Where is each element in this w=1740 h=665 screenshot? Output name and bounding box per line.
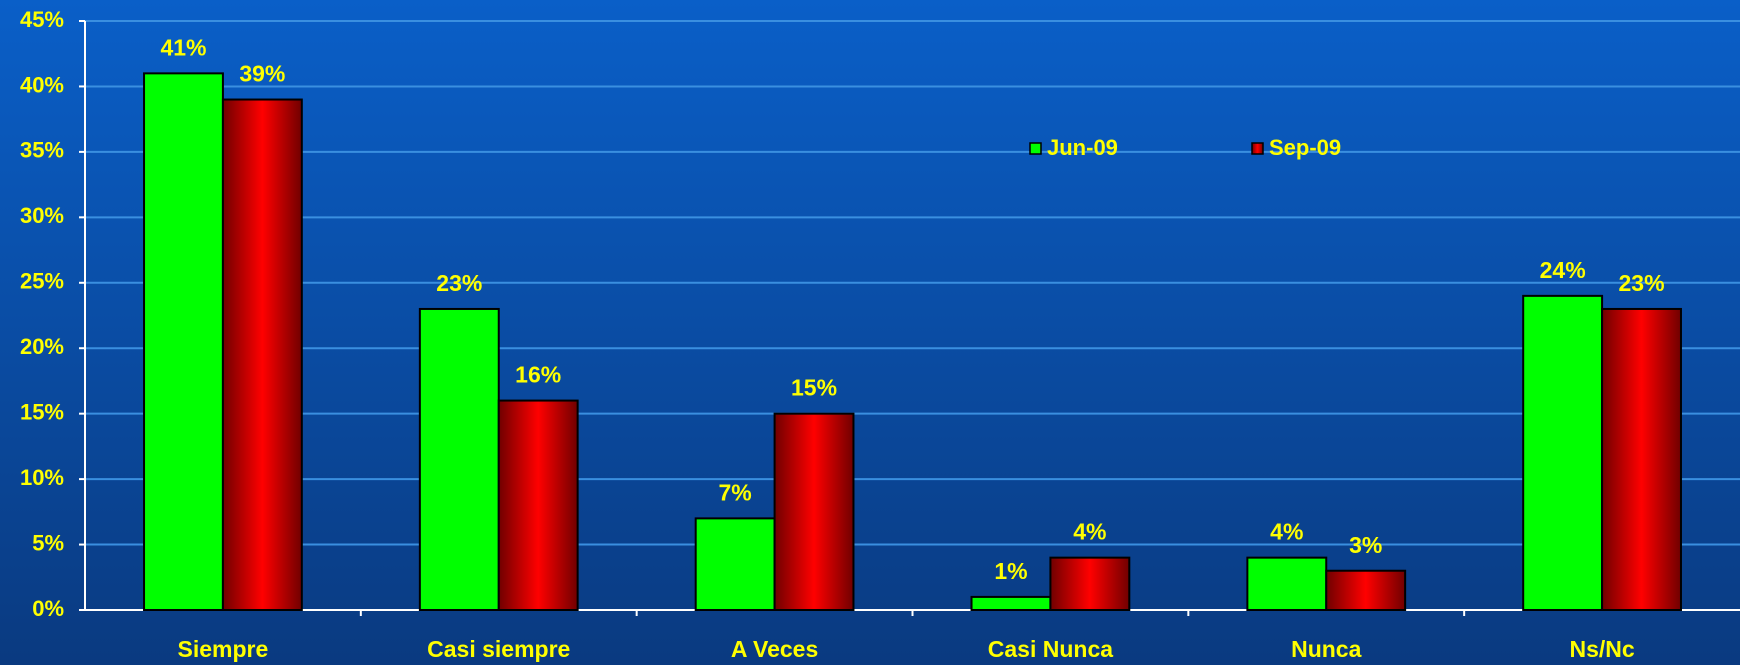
value-label: 16% xyxy=(515,362,561,388)
value-label: 1% xyxy=(994,558,1027,584)
y-tick-label: 10% xyxy=(20,465,64,490)
y-tick-label: 45% xyxy=(20,7,64,32)
y-tick-label: 40% xyxy=(20,72,64,97)
x-tick-label: Ns/Nc xyxy=(1569,636,1634,662)
value-label: 23% xyxy=(1619,270,1665,296)
legend-label: Sep-09 xyxy=(1269,135,1341,160)
y-tick-label: 5% xyxy=(32,530,64,555)
y-tick-label: 30% xyxy=(20,203,64,228)
y-tick-label: 25% xyxy=(20,269,64,294)
bar xyxy=(221,98,303,612)
x-tick-label: Casi siempre xyxy=(427,636,570,662)
value-label: 7% xyxy=(719,479,752,505)
value-label: 15% xyxy=(791,375,837,401)
y-tick-label: 35% xyxy=(20,138,64,163)
x-tick-label: A Veces xyxy=(731,636,818,662)
value-label: 24% xyxy=(1540,257,1586,283)
bar xyxy=(773,412,855,611)
value-label: 3% xyxy=(1349,532,1382,558)
bar xyxy=(418,307,500,611)
x-tick-label: Casi Nunca xyxy=(988,636,1113,662)
legend-swatch xyxy=(1251,142,1264,155)
value-label: 39% xyxy=(239,61,285,87)
y-tick-label: 15% xyxy=(20,399,64,424)
y-tick-label: 20% xyxy=(20,334,64,359)
y-tick-label: 0% xyxy=(32,596,64,621)
value-label: 4% xyxy=(1073,519,1106,545)
bar xyxy=(1325,569,1407,612)
value-label: 23% xyxy=(436,270,482,296)
bar xyxy=(970,595,1052,612)
bar xyxy=(694,517,776,612)
value-label: 4% xyxy=(1270,519,1303,545)
x-tick-label: Nunca xyxy=(1291,636,1362,662)
bar xyxy=(1049,556,1131,612)
bar xyxy=(1522,294,1604,611)
x-tick-label: Siempre xyxy=(178,636,269,662)
legend-label: Jun-09 xyxy=(1047,135,1118,160)
bar xyxy=(1601,307,1682,611)
bar xyxy=(1246,556,1328,612)
bar xyxy=(497,399,579,612)
legend-swatch xyxy=(1029,142,1042,155)
bar xyxy=(143,72,224,612)
value-label: 41% xyxy=(160,34,206,60)
